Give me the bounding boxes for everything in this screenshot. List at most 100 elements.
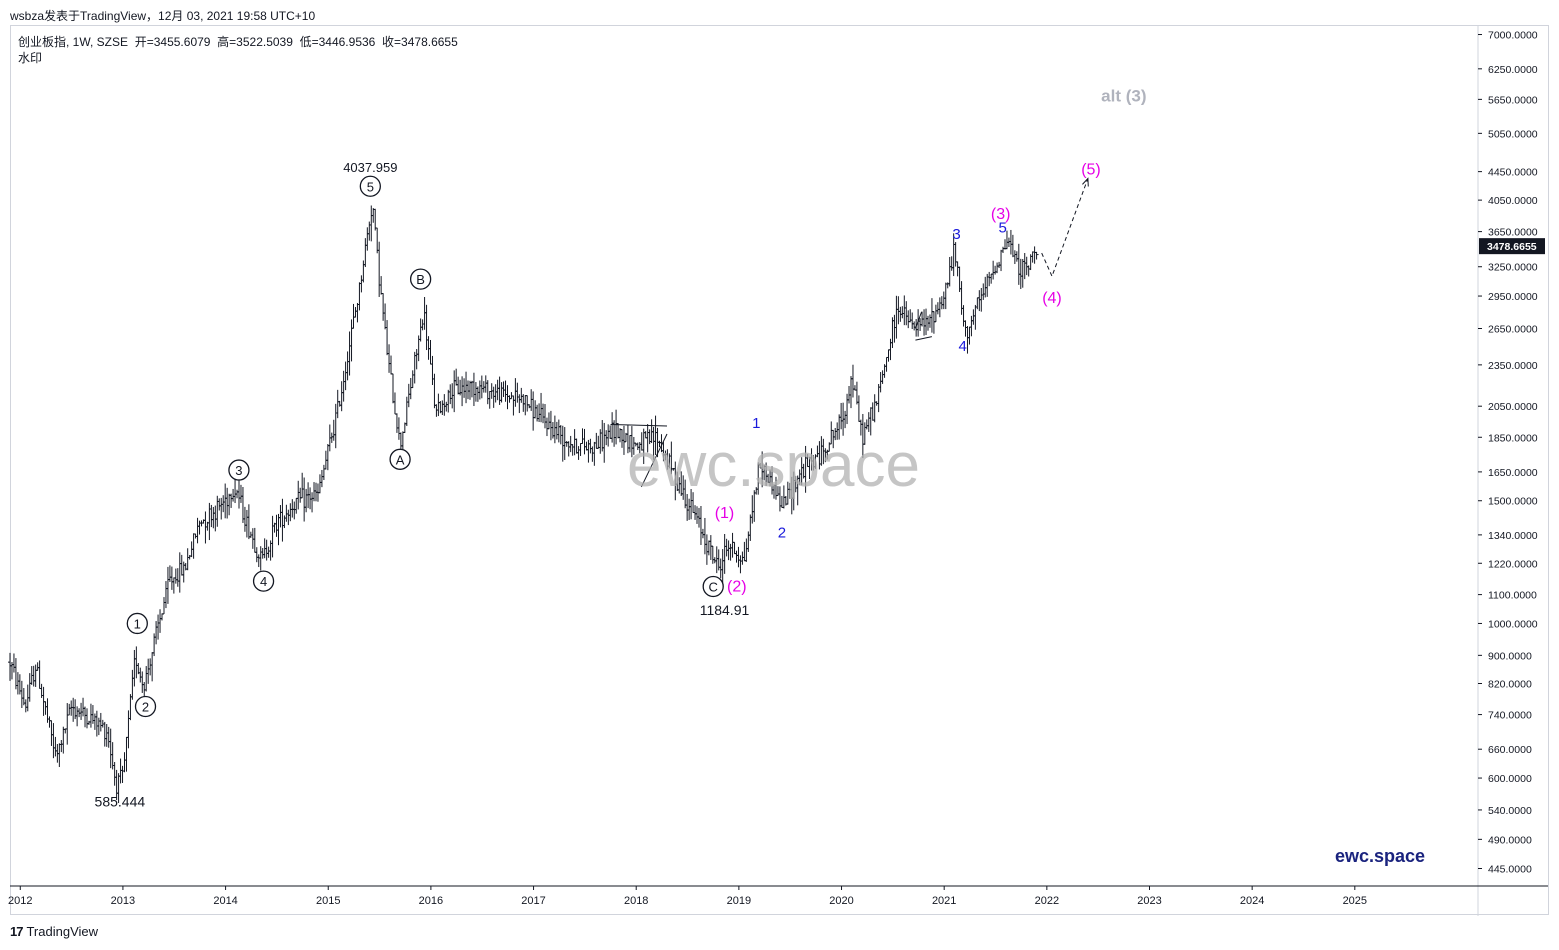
triangle-trendline — [610, 423, 668, 427]
price-tick-label: 1340.0000 — [1488, 530, 1538, 542]
price-tick-label: 2350.0000 — [1488, 360, 1538, 372]
wave-label-circle — [702, 575, 724, 598]
time-tick-label: 2025 — [1343, 895, 1367, 907]
open-value: 3455.6079 — [153, 35, 211, 49]
wave-labels-layer: 1 2 3 4 5 A B C 4037.959 585.444 1184.91 (1) (2) (3) (… — [95, 87, 1147, 810]
wave-label-circle — [126, 612, 148, 635]
tradingview-footer[interactable]: 17 TradingView — [10, 924, 98, 939]
tradingview-logo-icon: 17 — [10, 924, 24, 939]
drawings-layer — [610, 177, 1089, 488]
high-value: 3522.5039 — [236, 35, 293, 49]
price-tick-label: 490.0000 — [1488, 834, 1532, 846]
last-price-label: 3478.6655 — [1487, 241, 1537, 253]
projection-arrowhead — [1082, 177, 1089, 187]
wave-label: 585.444 — [95, 794, 146, 810]
price-tick-label: 1100.0000 — [1488, 590, 1537, 602]
wave-label: B — [416, 272, 425, 287]
wave-label: 5 — [999, 219, 1007, 236]
time-tick-label: 2018 — [624, 895, 648, 907]
price-tick-label: 4050.0000 — [1488, 195, 1538, 207]
wave-label: (3) — [991, 206, 1011, 223]
time-tick-label: 2012 — [8, 895, 32, 907]
triangle-trendline — [915, 336, 932, 341]
wave-label: (1) — [715, 505, 735, 522]
wave-label: 4 — [958, 338, 966, 355]
price-tick-label: 3250.0000 — [1488, 262, 1538, 274]
price-tick-label: 820.0000 — [1488, 679, 1532, 691]
chart-watermark: ewc.space — [627, 431, 920, 500]
price-tick-label: 1500.0000 — [1488, 496, 1538, 508]
price-tick-label: 900.0000 — [1488, 650, 1532, 662]
price-tick-label: 2950.0000 — [1488, 291, 1538, 303]
price-tick-label: 5050.0000 — [1488, 128, 1538, 140]
symbol-title[interactable]: 创业板指, 1W, SZSE — [18, 35, 129, 49]
price-tick-label: 4450.0000 — [1488, 167, 1538, 179]
tradingview-name: TradingView — [26, 924, 99, 939]
symbol-legend: 创业板指, 1W, SZSE 开=3455.6079 高=3522.5039 低… — [18, 34, 458, 66]
price-tick-label: 6250.0000 — [1488, 64, 1538, 76]
price-tick-label: 1650.0000 — [1488, 467, 1538, 479]
wave-label: alt (3) — [1101, 87, 1146, 106]
time-axis: 2012 2013 2014 2015 2016 2017 2018 2019 2020 2021… — [8, 885, 1548, 907]
price-tick-label: 740.0000 — [1488, 710, 1532, 722]
wave-label-circle — [134, 695, 157, 718]
wave-label-circle — [359, 175, 381, 197]
price-tick-label: 600.0000 — [1488, 773, 1532, 785]
time-tick-label: 2013 — [111, 895, 135, 907]
wave-label: (5) — [1081, 162, 1101, 179]
wave-label: 1184.91 — [700, 602, 750, 618]
high-label: 高 — [217, 35, 230, 49]
low-label: 低 — [299, 35, 312, 49]
close-value: 3478.6655 — [401, 35, 458, 49]
wave-label: A — [396, 452, 405, 467]
triangle-trendline — [640, 433, 668, 488]
price-tick-label: 1850.0000 — [1488, 432, 1538, 444]
wave-label-circle — [228, 459, 250, 481]
open-label: 开 — [134, 35, 147, 49]
time-tick-label: 2024 — [1240, 895, 1264, 907]
wave-label: 2 — [778, 525, 786, 542]
wave-label-circle — [409, 268, 432, 290]
wave-label: 4037.959 — [343, 160, 397, 175]
time-tick-label: 2020 — [829, 895, 853, 907]
time-tick-label: 2021 — [932, 895, 956, 907]
last-price-tag — [1479, 238, 1545, 255]
price-tick-label: 2650.0000 — [1488, 324, 1538, 336]
watermark-legend-row: 水印 — [18, 51, 43, 65]
low-value: 3446.9536 — [318, 35, 376, 49]
close-label: 收 — [382, 35, 395, 49]
wave-label: 5 — [367, 179, 374, 194]
brand-label: ewc.space — [1335, 846, 1426, 866]
time-tick-label: 2023 — [1137, 895, 1161, 907]
wave-label: (4) — [1042, 290, 1062, 307]
price-tick-label: 2050.0000 — [1488, 401, 1538, 413]
triangle-trendline — [914, 311, 923, 329]
wave-label: 1 — [752, 415, 760, 432]
time-tick-label: 2019 — [727, 895, 751, 907]
price-tick-label: 5650.0000 — [1488, 94, 1538, 106]
wave-label: 4 — [260, 574, 267, 589]
wave-label-circle — [252, 570, 275, 592]
price-tick-label: 3650.0000 — [1488, 227, 1538, 239]
price-tick-label: 540.0000 — [1488, 805, 1532, 817]
time-tick-label: 2017 — [521, 895, 545, 907]
wave-label-circle — [389, 448, 411, 470]
price-tick-label: 445.0000 — [1488, 864, 1532, 876]
time-tick-label: 2014 — [213, 895, 237, 907]
price-tick-label: 7000.0000 — [1488, 30, 1538, 42]
ohlc-bars-layer — [8, 205, 1039, 804]
price-tick-label: 1000.0000 — [1488, 618, 1538, 630]
time-tick-label: 2016 — [419, 895, 443, 907]
wave-label: C — [709, 579, 718, 594]
chart-frame[interactable] — [10, 25, 1549, 915]
wave-label: (2) — [727, 578, 747, 595]
wave-label: 2 — [142, 700, 149, 715]
price-tick-label: 1220.0000 — [1488, 558, 1538, 570]
publisher-header: wsbza发表于TradingView，12月 03, 2021 19:58 U… — [10, 9, 316, 23]
price-axis: 7000.0000 6250.0000 5650.0000 5050.0000 4450… — [1477, 25, 1545, 916]
time-tick-label: 2015 — [316, 895, 340, 907]
projection-path — [1041, 178, 1089, 278]
wave-label: 1 — [134, 616, 141, 631]
wave-label: 3 — [235, 463, 242, 478]
